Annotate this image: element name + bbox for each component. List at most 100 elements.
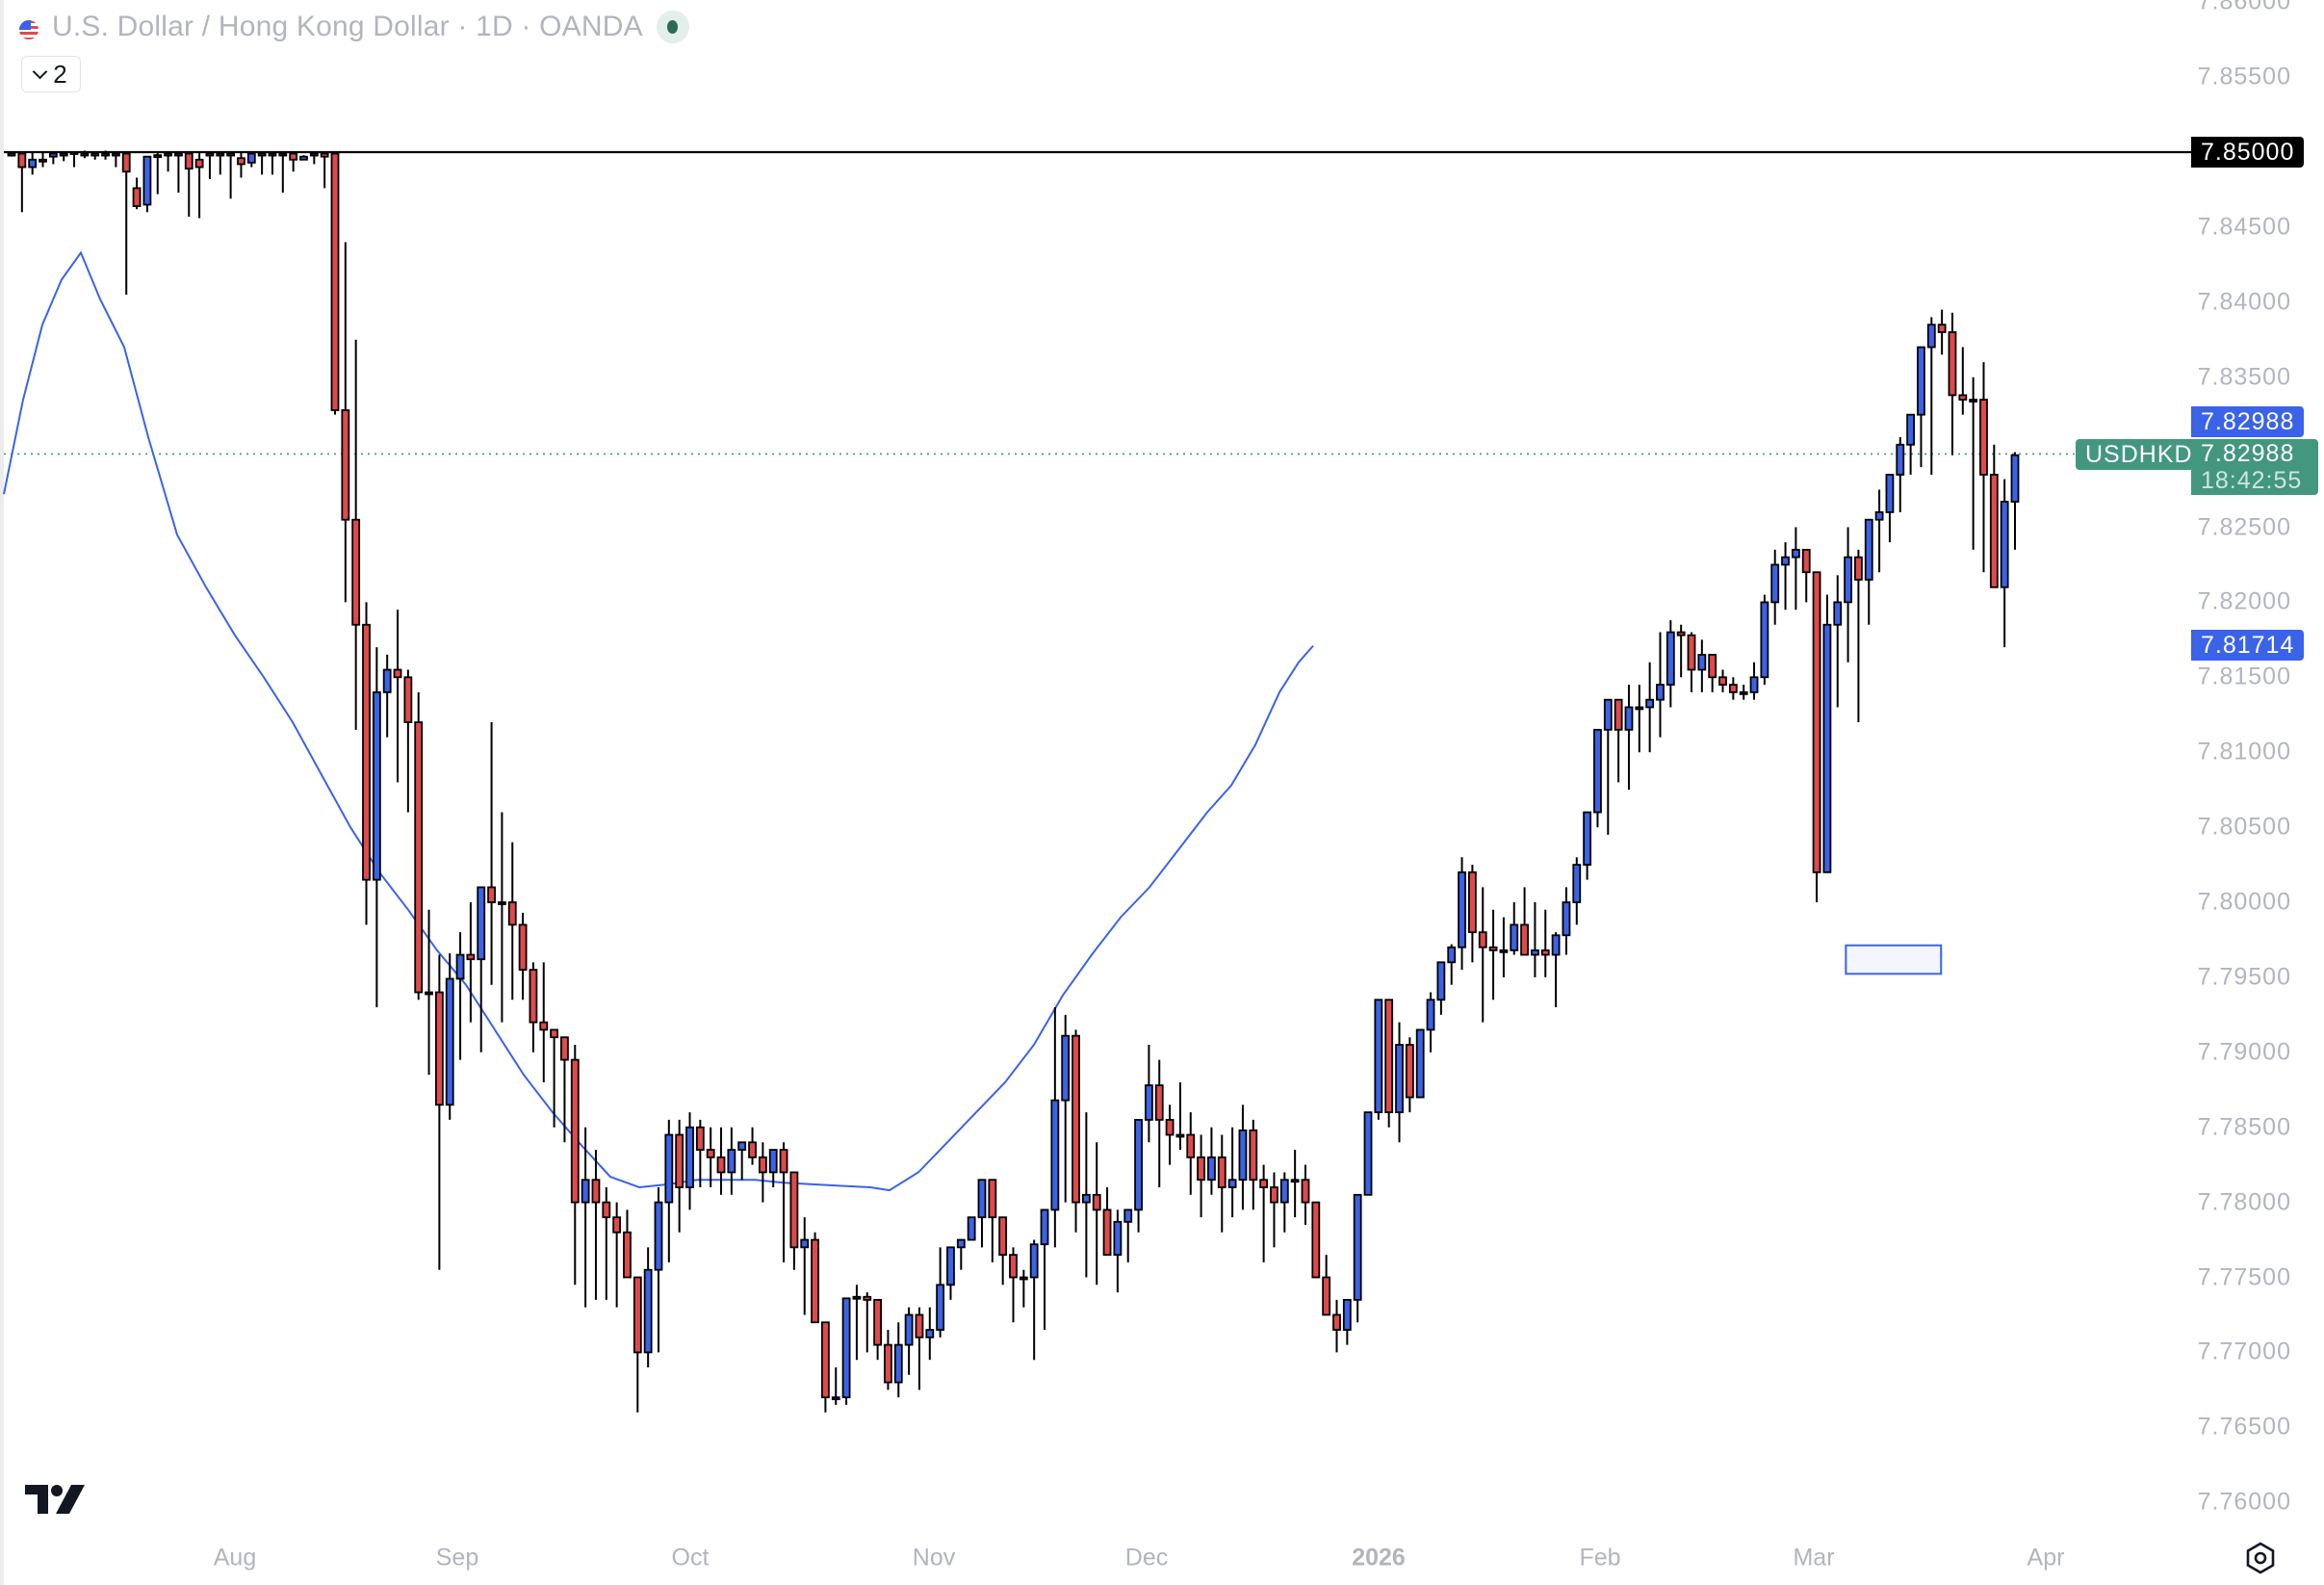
candle[interactable] bbox=[1374, 999, 1383, 1120]
candle[interactable] bbox=[811, 1232, 819, 1324]
candle[interactable] bbox=[685, 1112, 694, 1210]
candle[interactable] bbox=[998, 1216, 1008, 1286]
candle[interactable] bbox=[80, 150, 90, 159]
candle[interactable] bbox=[7, 152, 16, 157]
candle[interactable] bbox=[727, 1127, 736, 1195]
candle[interactable] bbox=[1749, 662, 1759, 700]
candle[interactable] bbox=[779, 1142, 788, 1262]
candle[interactable] bbox=[1322, 1255, 1331, 1316]
candle[interactable] bbox=[246, 152, 256, 168]
candle[interactable] bbox=[184, 152, 194, 217]
candle[interactable] bbox=[1249, 1119, 1258, 1210]
candle[interactable] bbox=[445, 952, 454, 1120]
candle[interactable] bbox=[581, 1127, 590, 1308]
candle[interactable] bbox=[821, 1321, 830, 1413]
candle[interactable] bbox=[904, 1307, 914, 1375]
candle[interactable] bbox=[487, 722, 496, 985]
candle[interactable] bbox=[1217, 1134, 1227, 1233]
candle[interactable] bbox=[1614, 698, 1623, 783]
candle[interactable] bbox=[1426, 992, 1435, 1052]
candle[interactable] bbox=[205, 152, 215, 180]
candle[interactable] bbox=[1363, 1111, 1373, 1196]
candle[interactable] bbox=[142, 155, 152, 213]
candle[interactable] bbox=[216, 152, 225, 175]
candle[interactable] bbox=[90, 152, 100, 160]
candle[interactable] bbox=[748, 1127, 757, 1165]
candle[interactable] bbox=[1186, 1112, 1196, 1195]
candle[interactable] bbox=[1676, 624, 1686, 678]
candle[interactable] bbox=[893, 1322, 903, 1398]
candle[interactable] bbox=[2000, 479, 2009, 648]
candle[interactable] bbox=[1708, 654, 1717, 692]
candle[interactable] bbox=[706, 1127, 715, 1188]
candle[interactable] bbox=[1092, 1142, 1101, 1286]
gear-icon[interactable] bbox=[2243, 1541, 2278, 1575]
candle[interactable] bbox=[623, 1209, 632, 1279]
candle[interactable] bbox=[48, 152, 58, 165]
candle[interactable] bbox=[1510, 902, 1519, 955]
candle[interactable] bbox=[529, 962, 538, 1052]
candle[interactable] bbox=[257, 152, 267, 175]
candle[interactable] bbox=[1102, 1187, 1112, 1257]
candle[interactable] bbox=[1207, 1127, 1216, 1195]
candle[interactable] bbox=[1551, 932, 1561, 1008]
candle[interactable] bbox=[1958, 347, 1968, 415]
candle[interactable] bbox=[1311, 1201, 1321, 1279]
candle[interactable] bbox=[237, 152, 245, 178]
candle[interactable] bbox=[633, 1276, 642, 1413]
candle[interactable] bbox=[1499, 917, 1509, 977]
candle[interactable] bbox=[1395, 1022, 1404, 1143]
candle[interactable] bbox=[299, 155, 308, 161]
candle[interactable] bbox=[1572, 857, 1582, 925]
candle[interactable] bbox=[664, 1119, 674, 1262]
candle[interactable] bbox=[393, 610, 402, 783]
candle[interactable] bbox=[1478, 887, 1487, 1023]
candle[interactable] bbox=[1384, 999, 1394, 1128]
candle[interactable] bbox=[309, 152, 319, 165]
candle[interactable] bbox=[153, 152, 163, 195]
candle[interactable] bbox=[434, 954, 444, 1270]
candle[interactable] bbox=[602, 1187, 611, 1300]
candle[interactable] bbox=[1781, 542, 1790, 611]
candle[interactable] bbox=[1458, 857, 1466, 971]
candle[interactable] bbox=[863, 1292, 872, 1353]
candle[interactable] bbox=[1123, 1208, 1133, 1262]
candle[interactable] bbox=[550, 1028, 559, 1128]
candle[interactable] bbox=[967, 1216, 976, 1241]
candle[interactable] bbox=[977, 1179, 987, 1248]
candle[interactable] bbox=[1113, 1209, 1123, 1293]
candle[interactable] bbox=[507, 842, 517, 1000]
candle[interactable] bbox=[1969, 377, 1978, 550]
candle[interactable] bbox=[477, 886, 486, 1052]
candle[interactable] bbox=[737, 1141, 747, 1181]
candle[interactable] bbox=[716, 1127, 726, 1195]
candle[interactable] bbox=[289, 152, 298, 172]
candle[interactable] bbox=[132, 177, 142, 210]
candle[interactable] bbox=[1279, 1172, 1289, 1233]
candle[interactable] bbox=[654, 1187, 663, 1353]
candle[interactable] bbox=[1019, 1269, 1028, 1308]
market-open-dot-icon[interactable] bbox=[656, 11, 689, 43]
candle[interactable] bbox=[1801, 548, 1811, 603]
candle[interactable] bbox=[403, 669, 413, 813]
candle[interactable] bbox=[1718, 669, 1727, 692]
candle[interactable] bbox=[1937, 309, 1947, 355]
candle[interactable] bbox=[1791, 527, 1800, 611]
candle[interactable] bbox=[1864, 518, 1873, 625]
candle[interactable] bbox=[539, 962, 549, 1082]
candle[interactable] bbox=[1040, 1208, 1049, 1331]
candle[interactable] bbox=[1290, 1150, 1300, 1218]
candle[interactable] bbox=[1165, 1104, 1175, 1165]
candle[interactable] bbox=[1270, 1172, 1278, 1248]
candles[interactable] bbox=[7, 150, 2020, 1413]
candle[interactable] bbox=[1134, 1119, 1143, 1233]
candle[interactable] bbox=[1072, 1029, 1080, 1233]
candle[interactable] bbox=[1447, 944, 1457, 985]
candle[interactable] bbox=[988, 1179, 997, 1262]
candle[interactable] bbox=[1175, 1081, 1185, 1151]
candle[interactable] bbox=[1989, 444, 1999, 588]
candle[interactable] bbox=[591, 1150, 601, 1300]
candle[interactable] bbox=[1624, 685, 1634, 791]
candle[interactable] bbox=[1926, 317, 1936, 475]
